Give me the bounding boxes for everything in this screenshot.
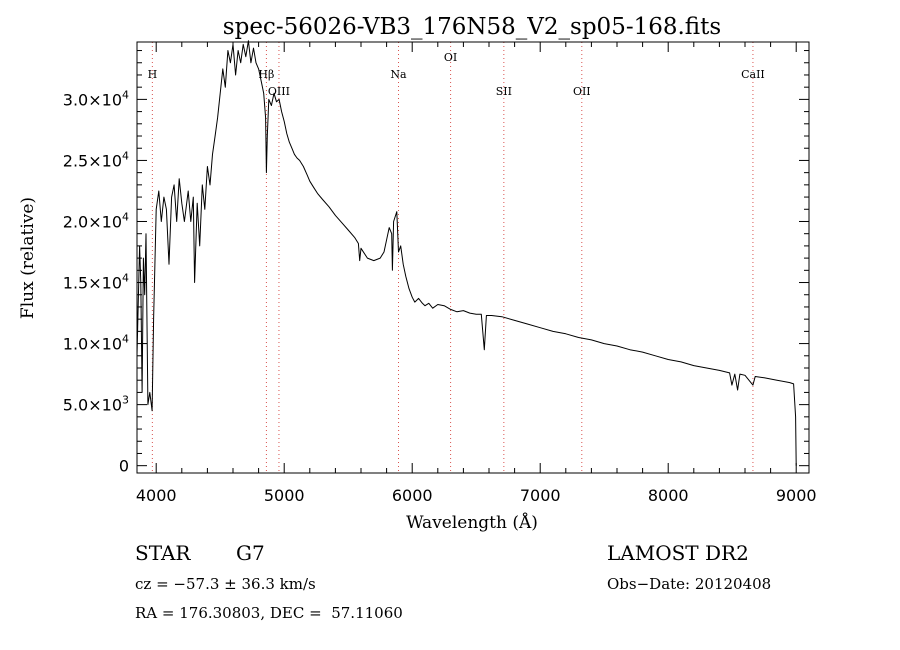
y-tick-label: 2.5×104 — [63, 149, 129, 170]
x-tick-label: 8000 — [648, 486, 689, 505]
spectrum-line — [136, 40, 797, 466]
x-tick-label: 6000 — [392, 486, 433, 505]
spectral-line-label: H — [148, 68, 158, 81]
spectral-line-label: OIII — [268, 85, 290, 98]
sky-coordinates: RA = 176.30803, DEC = 57.11060 — [135, 604, 403, 622]
y-tick-label: 5.0×103 — [63, 394, 129, 415]
y-tick-label: 1.5×104 — [63, 272, 129, 293]
x-tick-label: 9000 — [776, 486, 817, 505]
spectral-line-label: OII — [573, 85, 591, 98]
spectrum-series — [136, 40, 797, 466]
x-tick-label: 4000 — [136, 486, 177, 505]
y-tick-label: 3.0×104 — [63, 88, 129, 109]
chart-title: spec-56026-VB3_176N58_V2_sp05-168.fits — [223, 14, 721, 40]
y-tick-label: 0 — [119, 457, 129, 476]
plot-frame — [136, 41, 810, 474]
y-axis: 0 5.0×103 1.0×104 1.5×104 2.0×104 2.5×104 3.0×… — [63, 50, 809, 476]
y-axis-label: Flux (relative) — [18, 197, 38, 319]
spectral-line-markers: H Hβ OIII Na OI SII OII CaII — [148, 42, 765, 473]
redshift-velocity: cz = −57.3 ± 36.3 km/s — [135, 575, 316, 593]
y-tick-label: 2.0×104 — [63, 210, 129, 231]
observation-date: Obs−Date: 20120408 — [607, 575, 772, 593]
spectral-line-label: Na — [390, 68, 407, 81]
x-axis-label: Wavelength (Å) — [406, 512, 538, 533]
spectral-line-label: Hβ — [258, 68, 274, 81]
object-type: STAR — [135, 541, 191, 565]
spectral-line-label: CaII — [741, 68, 765, 81]
spectral-line-label: SII — [496, 85, 512, 98]
object-subclass: G7 — [236, 541, 265, 565]
x-tick-label: 7000 — [520, 486, 561, 505]
spectral-line-label: OI — [444, 51, 457, 64]
x-axis: 4000 5000 6000 7000 8000 9000 — [136, 42, 817, 505]
y-tick-label: 1.0×104 — [63, 333, 129, 354]
x-tick-label: 5000 — [264, 486, 305, 505]
survey-name: LAMOST DR2 — [607, 541, 749, 565]
